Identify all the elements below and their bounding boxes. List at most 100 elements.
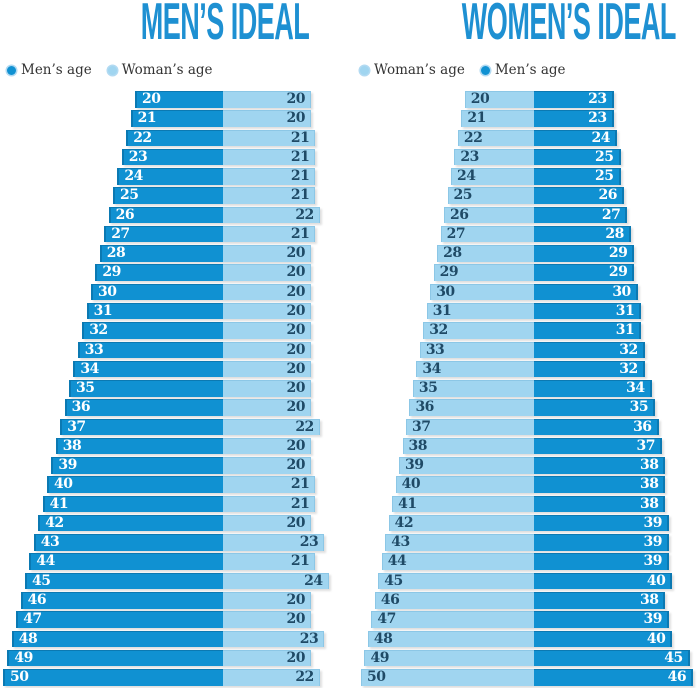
mens-age-bar: 49 [7, 649, 223, 667]
mens-age-value: 25 [120, 187, 139, 204]
mens-age-bar: 28 [99, 245, 223, 262]
mens-age-value: 36 [71, 399, 91, 416]
mens-age-bar: 31 [534, 322, 642, 339]
womans-age-value: 21 [467, 110, 486, 127]
legend-item-womans-age: Woman’s age [360, 62, 465, 78]
womans-age-value: 31 [432, 302, 452, 319]
mens-age-value: 27 [111, 225, 130, 242]
womans-age-value: 20 [286, 457, 306, 474]
womans-age-value: 20 [286, 283, 306, 300]
womans-age-value: 35 [418, 380, 438, 397]
mens-age-value: 35 [76, 380, 95, 397]
mens-age-value: 29 [608, 264, 628, 281]
womans-age-legend-dot [107, 65, 117, 75]
mens-age-bar: 39 [534, 534, 669, 551]
womans-age-value: 22 [463, 129, 483, 146]
womans-age-bar: 20 [223, 322, 311, 339]
mens-age-bar: 38 [534, 457, 666, 474]
womans-age-bar: 41 [392, 495, 534, 513]
womans-age-bar: 20 [223, 592, 311, 609]
womans-age-bar: 38 [402, 437, 534, 455]
mens-age-bar: 29 [534, 245, 635, 262]
womans-age-bar: 26 [444, 206, 534, 224]
womans-age-bar: 20 [223, 264, 311, 281]
mens-age-value: 31 [93, 302, 113, 319]
legend-item-mens-age: Men’s age [7, 62, 92, 78]
womans-age-value: 48 [373, 630, 393, 647]
mens-ideal-title: MEN’S IDEAL [140, 0, 310, 51]
mens-age-value: 46 [27, 592, 47, 609]
legend-label: Men’s age [21, 62, 92, 78]
mens-age-value: 24 [124, 168, 143, 185]
womans-age-value: 23 [299, 534, 319, 551]
mens-age-value: 34 [80, 360, 99, 377]
mens-age-value: 38 [639, 457, 659, 474]
womans-age-bar: 20 [223, 283, 311, 301]
womans-age-value: 44 [387, 553, 407, 570]
womans-age-bar: 43 [385, 534, 534, 551]
womans-age-bar: 20 [223, 611, 311, 628]
womans-age-value: 22 [295, 418, 314, 435]
womans-age-value: 20 [286, 341, 306, 358]
mens-age-value: 31 [615, 322, 635, 339]
mens-age-bar: 26 [534, 187, 624, 204]
womans-age-bar: 24 [223, 572, 329, 590]
mens-age-value: 30 [98, 283, 117, 300]
womans-age-bar: 27 [440, 225, 534, 243]
womans-age-value: 33 [425, 341, 445, 358]
womans-age-bar: 22 [223, 418, 320, 436]
womans-age-bar: 48 [367, 630, 534, 648]
womens-ideal-legend: Woman’s age Men’s age [360, 62, 566, 78]
mens-age-bar: 25 [113, 187, 223, 204]
womans-age-bar: 44 [381, 553, 534, 570]
mens-age-value: 32 [619, 341, 638, 358]
mens-age-value: 34 [626, 380, 645, 397]
womans-age-bar: 30 [430, 283, 534, 301]
mens-age-value: 25 [595, 148, 614, 165]
mens-age-bar: 47 [16, 611, 223, 628]
womans-age-value: 20 [470, 91, 490, 107]
mens-age-value: 38 [639, 476, 659, 493]
mens-age-bar: 45 [534, 649, 690, 667]
mens-age-value: 39 [643, 611, 662, 628]
legend-item-mens-age: Men’s age [480, 62, 566, 78]
mens-age-bar: 23 [121, 148, 223, 166]
mens-age-bar: 22 [126, 129, 223, 147]
mens-age-bar: 44 [29, 553, 223, 570]
womans-age-bar: 22 [223, 206, 320, 224]
mens-age-value: 46 [667, 669, 687, 686]
mens-age-bar: 37 [60, 418, 223, 436]
womans-age-value: 38 [408, 437, 428, 454]
womans-age-value: 20 [286, 245, 306, 262]
mens-age-value: 39 [643, 534, 662, 551]
mens-age-value: 49 [14, 649, 33, 666]
womans-age-value: 20 [286, 399, 306, 416]
womans-age-value: 50 [367, 669, 386, 686]
womans-age-value: 27 [446, 225, 466, 242]
womans-age-bar: 47 [371, 611, 534, 628]
womans-age-bar: 50 [361, 669, 534, 686]
mens-age-bar: 38 [534, 495, 666, 513]
womans-age-bar: 20 [223, 649, 311, 667]
mens-age-value: 23 [588, 91, 607, 107]
mens-age-value: 32 [89, 322, 108, 339]
womans-age-bar: 29 [433, 264, 534, 281]
womans-age-value: 46 [380, 592, 400, 609]
mens-age-bar: 25 [534, 148, 621, 166]
womans-age-value: 26 [450, 206, 469, 223]
mens-age-bar: 35 [69, 380, 223, 397]
mens-age-value: 36 [633, 418, 652, 435]
womans-age-value: 21 [290, 553, 310, 570]
mens-age-value: 29 [102, 264, 121, 281]
mens-age-value: 23 [588, 110, 607, 127]
womans-age-legend-dot [360, 65, 369, 75]
mens-age-value: 39 [643, 553, 662, 570]
mens-age-bar: 30 [91, 283, 223, 301]
womans-age-value: 25 [453, 187, 473, 204]
mens-age-value: 30 [612, 283, 631, 300]
mens-age-value: 25 [595, 168, 614, 185]
mens-age-bar: 24 [534, 129, 618, 147]
mens-age-bar: 34 [534, 380, 652, 397]
mens-age-bar: 43 [33, 534, 223, 551]
